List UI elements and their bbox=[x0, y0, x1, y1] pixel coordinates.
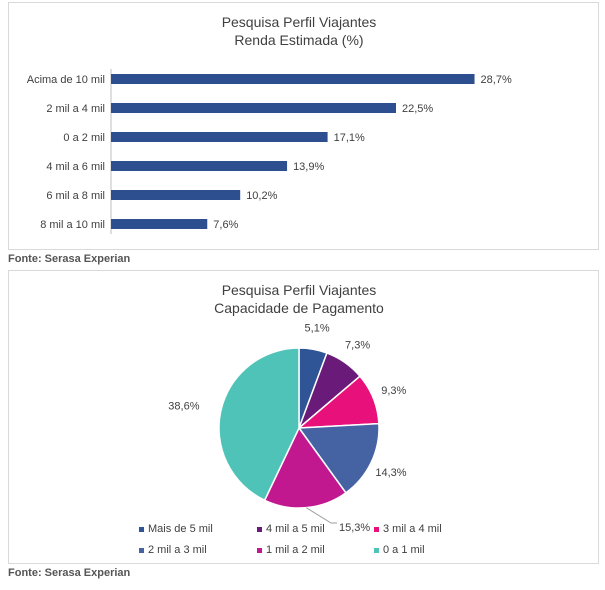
pie-slice bbox=[297, 422, 380, 494]
pie-value-label: 9,3% bbox=[381, 385, 406, 397]
pie-value-label: 14,3% bbox=[375, 467, 406, 479]
bar-value-label: 17,1% bbox=[334, 132, 365, 144]
legend-label: 3 mil a 4 mil bbox=[383, 523, 442, 535]
pie-value-label: 15,3% bbox=[339, 522, 370, 534]
pie-slice bbox=[263, 426, 347, 509]
pie-value-label: 7,3% bbox=[345, 340, 370, 352]
pie-chart-source: Fonte: Serasa Experian bbox=[8, 567, 131, 579]
bar-chart-panel: Pesquisa Perfil Viajantes Renda Estimada … bbox=[8, 2, 599, 250]
legend-swatch bbox=[139, 548, 144, 553]
bar-value-label: 7,6% bbox=[213, 219, 238, 231]
legend-label: 2 mil a 3 mil bbox=[148, 544, 207, 556]
bar bbox=[111, 74, 475, 84]
bar-category-label: 0 a 2 mil bbox=[63, 132, 105, 144]
legend-label: 0 a 1 mil bbox=[383, 544, 425, 556]
bar bbox=[111, 103, 396, 113]
bar-value-label: 13,9% bbox=[293, 161, 324, 173]
bar-chart: Pesquisa Perfil Viajantes Renda Estimada … bbox=[27, 14, 512, 234]
legend-label: 4 mil a 5 mil bbox=[266, 523, 325, 535]
pie-slice bbox=[218, 347, 300, 502]
bar bbox=[111, 161, 288, 171]
legend-swatch bbox=[374, 548, 379, 553]
bar-value-label: 10,2% bbox=[246, 190, 277, 202]
bar bbox=[111, 132, 328, 142]
bar-category-label: Acima de 10 mil bbox=[27, 74, 105, 86]
legend-swatch bbox=[257, 527, 262, 532]
bar-chart-source: Fonte: Serasa Experian bbox=[8, 253, 131, 265]
bar-category-label: 6 mil a 8 mil bbox=[46, 190, 105, 202]
pie-leader-line bbox=[306, 507, 337, 524]
pie-chart: Pesquisa Perfil Viajantes Capacidade de P… bbox=[139, 282, 442, 556]
legend-label: 1 mil a 2 mil bbox=[266, 544, 325, 556]
pie-chart-subtitle: Capacidade de Pagamento bbox=[214, 300, 384, 316]
legend-swatch bbox=[257, 548, 262, 553]
legend-swatch bbox=[139, 527, 144, 532]
bar-value-label: 22,5% bbox=[402, 103, 433, 115]
bar-value-label: 28,7% bbox=[481, 74, 512, 86]
bar-category-label: 8 mil a 10 mil bbox=[40, 219, 105, 231]
legend-label: Mais de 5 mil bbox=[148, 523, 213, 535]
pie-value-label: 38,6% bbox=[168, 401, 199, 413]
bar bbox=[111, 219, 208, 229]
pie-chart-title: Pesquisa Perfil Viajantes bbox=[222, 282, 377, 298]
bar-chart-title: Pesquisa Perfil Viajantes bbox=[222, 14, 377, 30]
legend-swatch bbox=[374, 527, 379, 532]
pie-value-label: 5,1% bbox=[305, 323, 330, 335]
bar-chart-subtitle: Renda Estimada (%) bbox=[234, 32, 363, 48]
pie-chart-panel: Pesquisa Perfil Viajantes Capacidade de P… bbox=[8, 270, 599, 564]
bar bbox=[111, 190, 241, 200]
bar-category-label: 2 mil a 4 mil bbox=[46, 103, 105, 115]
bar-category-label: 4 mil a 6 mil bbox=[46, 161, 105, 173]
